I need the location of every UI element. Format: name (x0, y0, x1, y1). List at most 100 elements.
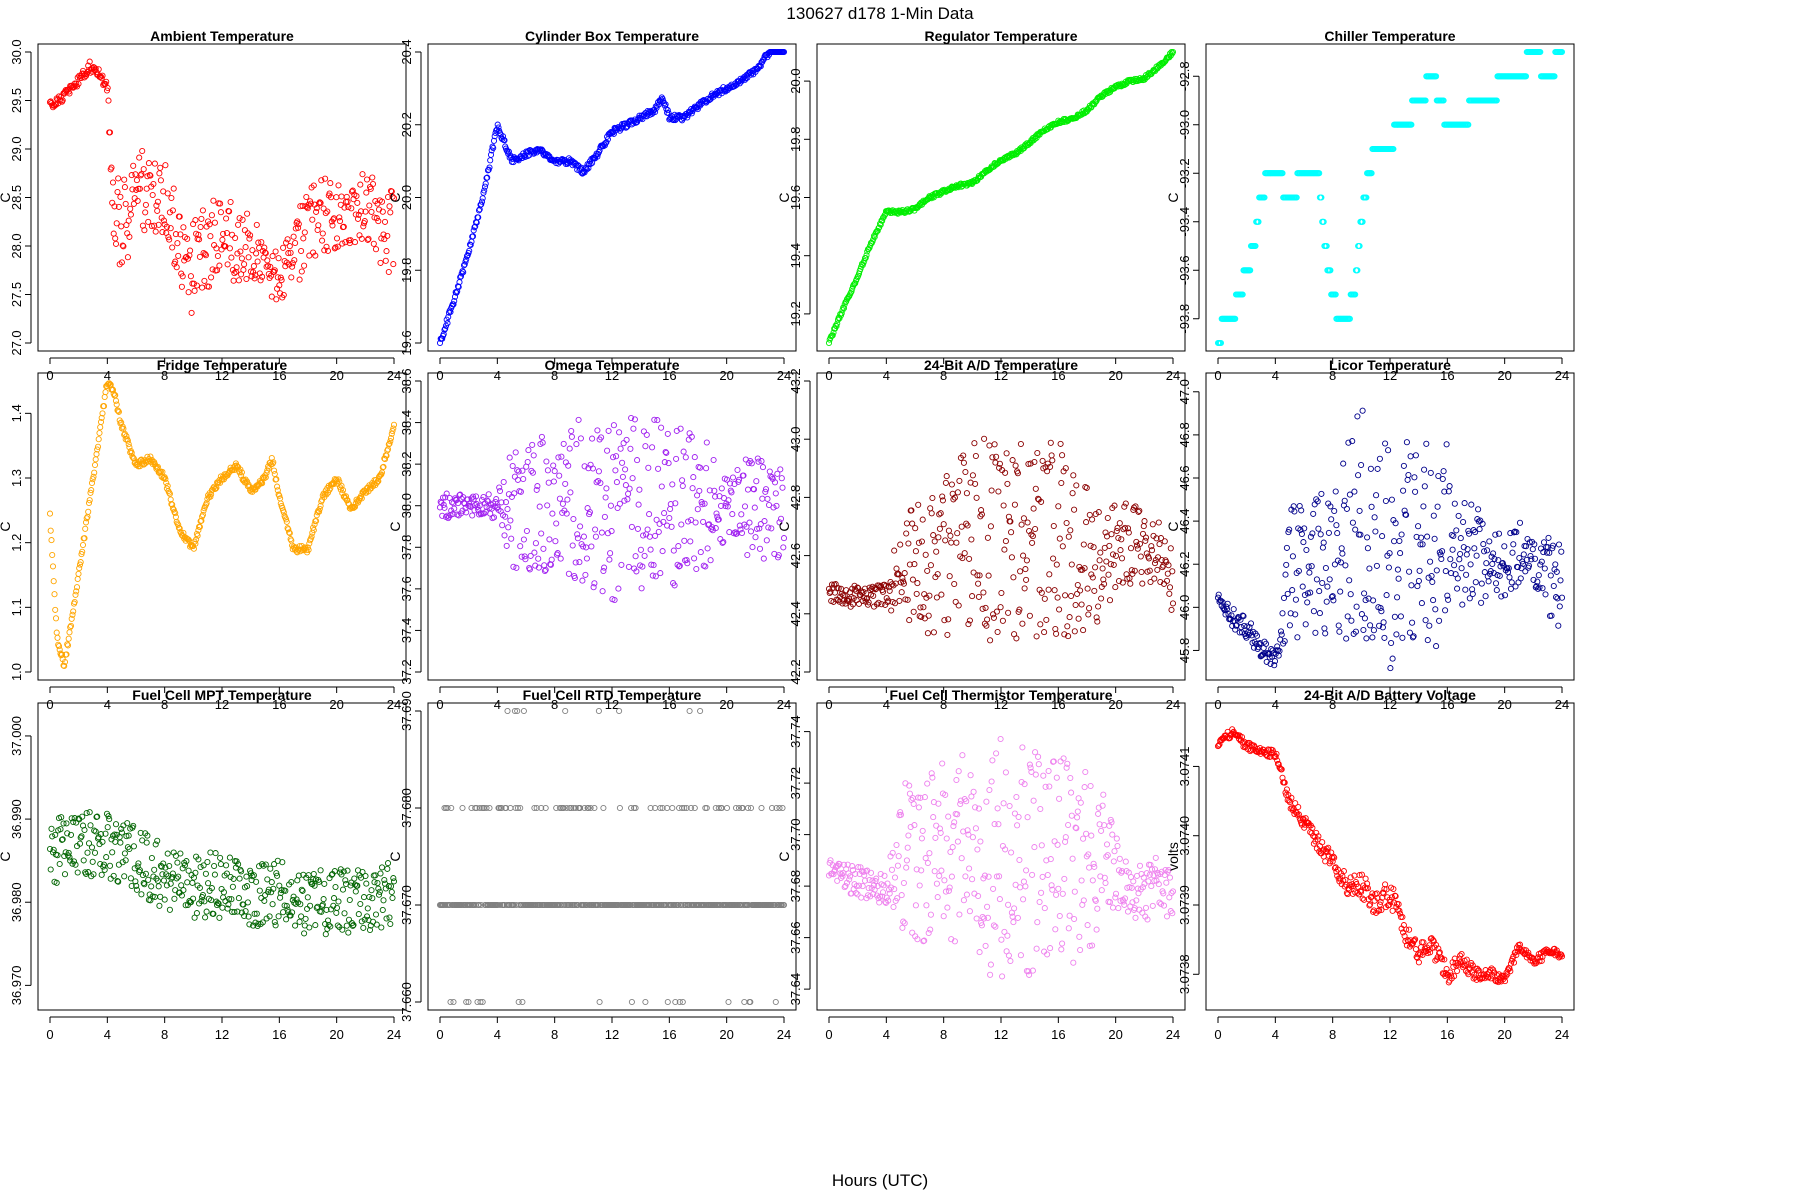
data-point (277, 274, 284, 281)
data-point (955, 602, 962, 609)
data-point (591, 804, 598, 812)
data-point (150, 180, 157, 188)
data-point (121, 176, 128, 183)
data-point (1139, 580, 1146, 587)
data-point (1351, 488, 1358, 495)
data-point (184, 879, 191, 886)
data-point (191, 287, 198, 294)
data-point (367, 185, 374, 192)
y-tick-label: 37.4 (399, 618, 414, 643)
data-point (848, 288, 855, 295)
data-point (1108, 531, 1115, 538)
data-point (103, 78, 110, 85)
data-point (729, 511, 736, 518)
data-point (384, 865, 391, 872)
data-point (566, 445, 573, 452)
data-point (108, 164, 115, 171)
data-point (202, 870, 209, 877)
data-point (759, 464, 767, 471)
series-points (1214, 407, 1566, 672)
data-point (169, 207, 176, 214)
data-point (658, 424, 665, 431)
data-point (505, 524, 512, 531)
data-point (106, 862, 114, 869)
data-point (595, 468, 602, 475)
data-point (302, 915, 309, 922)
data-point (501, 532, 508, 539)
data-point (382, 257, 389, 264)
data-point (232, 234, 239, 242)
data-point (350, 196, 357, 203)
data-point (470, 227, 477, 234)
data-point (1104, 514, 1111, 522)
data-point (176, 213, 183, 220)
y-tick-label: 45.8 (1177, 638, 1192, 663)
data-point (1356, 242, 1363, 250)
data-point (179, 273, 186, 280)
y-axis-label: C (0, 192, 13, 202)
data-point (262, 250, 269, 257)
data-point (1166, 584, 1174, 591)
data-point (217, 209, 224, 216)
data-point (463, 253, 471, 260)
data-point (1457, 535, 1464, 542)
data-point (504, 506, 511, 513)
data-point (141, 227, 148, 234)
data-point (1161, 538, 1168, 545)
data-point (290, 233, 297, 240)
data-point (1535, 572, 1542, 579)
data-point (659, 548, 666, 555)
data-point (504, 707, 511, 715)
data-point (52, 615, 60, 622)
data-point (1127, 580, 1134, 587)
data-point (664, 430, 671, 437)
data-point (691, 804, 698, 812)
data-point (496, 487, 504, 495)
data-point (544, 467, 551, 474)
data-point (532, 540, 539, 547)
y-tick-label: -93.0 (1177, 110, 1192, 140)
data-point (1465, 121, 1472, 128)
data-point (1371, 514, 1378, 521)
data-point (664, 107, 671, 114)
data-point (66, 629, 73, 636)
data-point (725, 998, 732, 1006)
data-point (280, 291, 287, 299)
data-point (944, 631, 951, 638)
data-point (741, 998, 748, 1006)
data-point (161, 896, 168, 903)
data-point (336, 214, 343, 221)
data-point (691, 555, 698, 562)
data-point (1056, 606, 1063, 613)
data-point (195, 527, 202, 534)
data-point (1004, 480, 1011, 487)
data-point (355, 911, 362, 918)
data-point (357, 208, 365, 215)
data-point (1068, 561, 1075, 568)
data-point (596, 998, 603, 1006)
data-point (838, 310, 845, 317)
data-point (520, 475, 527, 483)
data-point (612, 467, 619, 474)
data-point (1414, 583, 1421, 590)
data-point (945, 527, 952, 534)
data-point (929, 494, 936, 502)
y-tick-label: 1.0 (9, 663, 24, 681)
x-tick-label: 12 (994, 368, 1008, 383)
x-tick-label: 16 (662, 368, 676, 383)
data-point (86, 497, 93, 504)
data-point (92, 828, 99, 835)
data-point (72, 591, 79, 598)
data-point (130, 162, 137, 169)
data-point (779, 484, 786, 491)
data-point (211, 219, 218, 226)
data-point (942, 537, 949, 544)
data-point (575, 416, 582, 423)
data-point (700, 518, 707, 525)
data-point (87, 489, 94, 496)
data-point (1166, 590, 1173, 597)
data-point (237, 466, 244, 473)
